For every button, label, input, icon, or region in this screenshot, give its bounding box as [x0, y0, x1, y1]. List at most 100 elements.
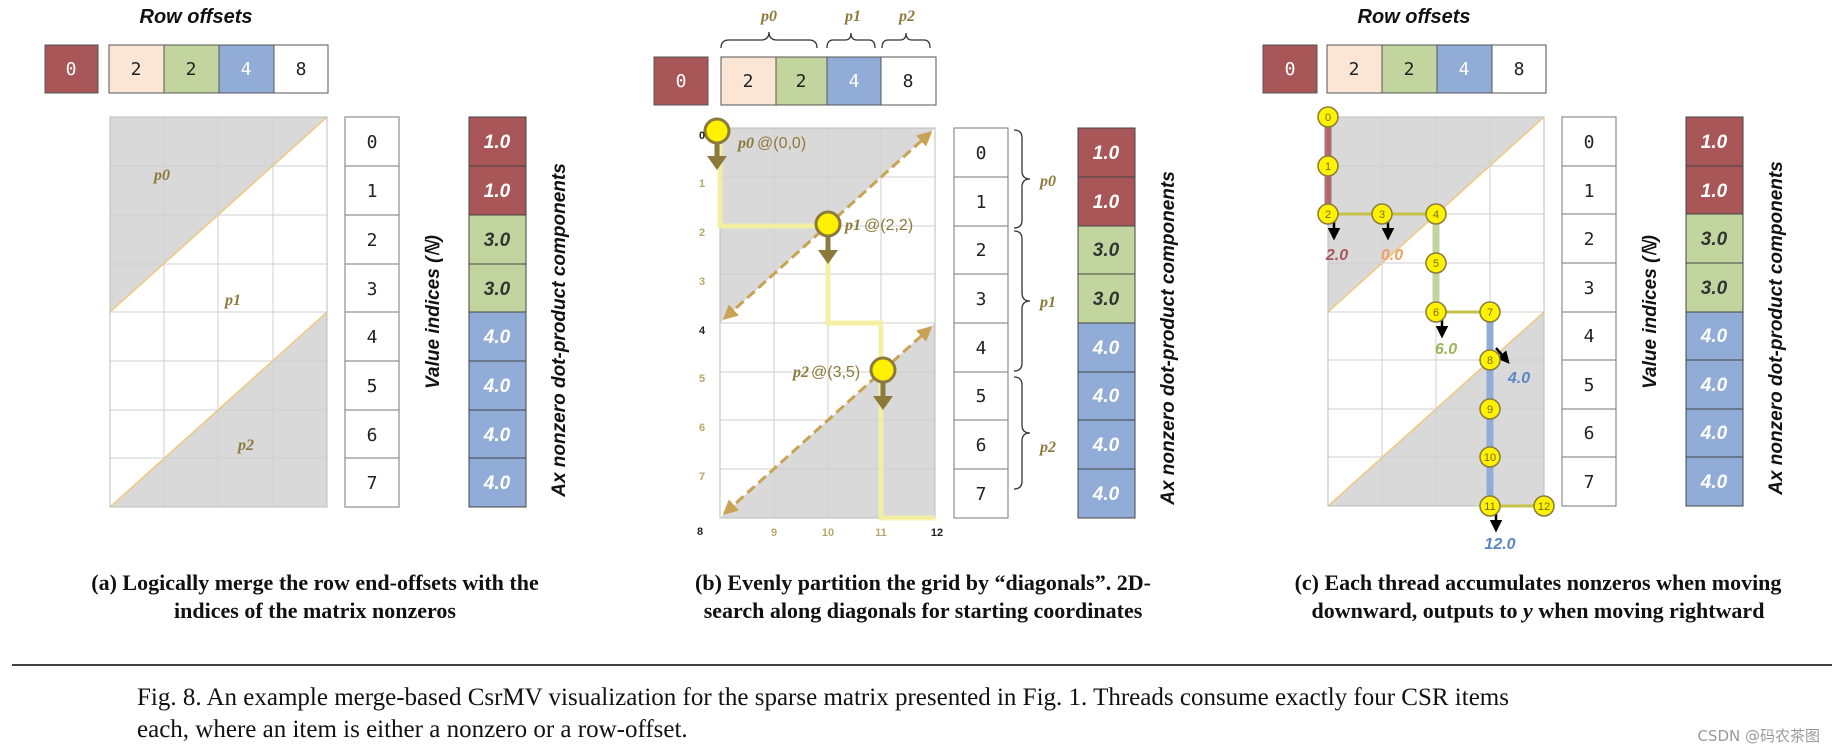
row-tick: 5: [699, 373, 705, 385]
row-offset-value: 2: [131, 59, 142, 80]
panel-a-merge-grid: p0 p1 p2: [109, 116, 328, 508]
value-index: 4: [1584, 326, 1595, 347]
start-point-p0: p0 @(0,0): [703, 117, 806, 170]
panel-c-caption-line2: downward, outputs to y when moving right…: [1312, 598, 1765, 623]
ax-value: 4.0: [1700, 472, 1728, 493]
value-index: 6: [367, 425, 378, 446]
ax-value: 1.0: [484, 181, 511, 202]
panel-a-value-indices: 0 1 2 3 4 5 6 7: [344, 116, 400, 508]
path-node: 11: [1484, 501, 1495, 513]
panel-c-ax-values: 1.0 1.0 3.0 3.0 4.0 4.0 4.0 4.0: [1685, 116, 1744, 507]
path-node: 1: [1325, 161, 1331, 173]
path-node: 7: [1487, 307, 1493, 319]
ax-value: 4.0: [1092, 386, 1120, 407]
start-label-p1: p1: [843, 217, 861, 234]
start-point-p2: p2 @(3,5): [791, 356, 897, 410]
row-offset-value: 4: [849, 71, 860, 92]
value-index: 2: [976, 240, 987, 261]
output-value: 12.0: [1484, 536, 1515, 553]
ax-value: 1.0: [1701, 132, 1728, 153]
caption-part: when moving rightward: [1533, 598, 1765, 623]
output-value: 2.0: [1325, 247, 1348, 264]
ax-value: 4.0: [483, 425, 511, 446]
figure-caption-line2: each, where an item is either a nonzero …: [137, 716, 688, 743]
output-value: 0.0: [1381, 247, 1403, 264]
start-coord-p2: @(3,5): [811, 364, 860, 381]
ax-value: 4.0: [1700, 423, 1728, 444]
panel-a-row-offsets: 0 2 2 4 8: [44, 44, 329, 94]
row-offset-value: 8: [903, 71, 914, 92]
ax-value: 3.0: [1701, 278, 1728, 299]
value-indices-label: Value indices (ℕ): [1640, 235, 1661, 389]
watermark: CSDN @码农茶图: [1697, 727, 1820, 745]
col-tick: 11: [875, 527, 887, 539]
ax-value: 3.0: [484, 279, 511, 300]
path-node: 0: [1325, 112, 1331, 124]
value-index: 3: [367, 279, 378, 300]
ax-label: Ax nonzero dot-product components: [1158, 171, 1179, 506]
path-node: 10: [1484, 452, 1496, 464]
value-index: 1: [367, 181, 378, 202]
panel-b-ax-values: 1.0 1.0 3.0 3.0 4.0 4.0 4.0 4.0: [1077, 127, 1136, 519]
output-value: 6.0: [1435, 341, 1457, 358]
path-node: 2: [1325, 209, 1331, 221]
start-label-p0: p0: [736, 135, 754, 152]
partition-label-p2: p2: [236, 437, 254, 454]
row-offset-value: 0: [66, 59, 77, 80]
panel-a-ax-values: 1.0 1.0 3.0 3.0 4.0 4.0 4.0 4.0: [468, 116, 527, 508]
partition-label-p2: p2: [897, 8, 915, 25]
ax-value: 4.0: [483, 376, 511, 397]
panel-c-caption-line1: (c) Each thread accumulates nonzeros whe…: [1295, 570, 1782, 595]
panel-b-row-offsets: 0 2 2 4 8: [653, 56, 937, 106]
row-tick: 6: [699, 422, 705, 434]
value-index: 3: [976, 289, 987, 310]
row-tick: 1: [699, 178, 705, 190]
row-offset-value: 4: [1459, 59, 1470, 80]
col-tick: 9: [771, 527, 777, 539]
value-index: 2: [1584, 229, 1595, 250]
ax-value: 3.0: [484, 230, 511, 251]
ax-value: 4.0: [1700, 375, 1728, 396]
ax-value: 3.0: [1701, 229, 1728, 250]
value-index: 2: [367, 230, 378, 251]
start-coord-p0: @(0,0): [757, 135, 806, 152]
row-offset-cell: [273, 44, 329, 94]
path-node: 8: [1487, 355, 1493, 367]
side-braces: [1013, 129, 1031, 490]
panel-b-merge-grid: p0 @(0,0) p1 @(2,2) p2 @(3,5) 0 1 2 3: [697, 117, 943, 539]
value-index: 1: [976, 192, 987, 213]
row-offset-value: 2: [743, 71, 754, 92]
panel-c-merge-grid: 2.0 0.0 6.0 4.0 12.0 0 1 2 3 4 5 6: [1317, 106, 1555, 553]
ax-value: 1.0: [1701, 181, 1728, 202]
value-index: 4: [367, 327, 378, 348]
panel-a-caption-line2: indices of the matrix nonzeros: [174, 598, 456, 623]
value-index: 0: [976, 143, 987, 164]
value-index: 5: [976, 386, 987, 407]
panel-b-caption-line1: (b) Evenly partition the grid by “diagon…: [695, 570, 1151, 595]
row-offset-value: 8: [296, 59, 307, 80]
ax-value: 4.0: [1092, 484, 1120, 505]
row-tick: 4: [699, 325, 706, 337]
row-offset-value: 2: [1349, 59, 1360, 80]
row-offset-cell: [108, 44, 165, 94]
panel-a-title: Row offsets: [140, 6, 253, 28]
caption-part: downward, outputs to: [1312, 598, 1524, 623]
ax-value: 1.0: [484, 132, 511, 153]
value-index: 6: [976, 435, 987, 456]
value-index: 7: [367, 473, 378, 494]
ax-value: 1.0: [1093, 192, 1120, 213]
path-node: 9: [1487, 404, 1493, 416]
panel-c-row-offsets: 0 2 2 4 8: [1262, 44, 1547, 94]
row-tick: 3: [699, 276, 705, 288]
partition-label-p0: p0: [152, 167, 170, 184]
row-tick: 2: [699, 227, 705, 239]
ax-value: 4.0: [1700, 326, 1728, 347]
partition-label-p0: p0: [759, 8, 777, 25]
side-label-p1: p1: [1038, 294, 1056, 311]
value-index: 7: [1584, 472, 1595, 493]
panel-c-value-indices: 0 1 2 3 4 5 6 7: [1561, 116, 1617, 507]
ax-label: Ax nonzero dot-product components: [549, 163, 570, 498]
side-label-p0: p0: [1038, 173, 1056, 190]
value-index: 3: [1584, 278, 1595, 299]
